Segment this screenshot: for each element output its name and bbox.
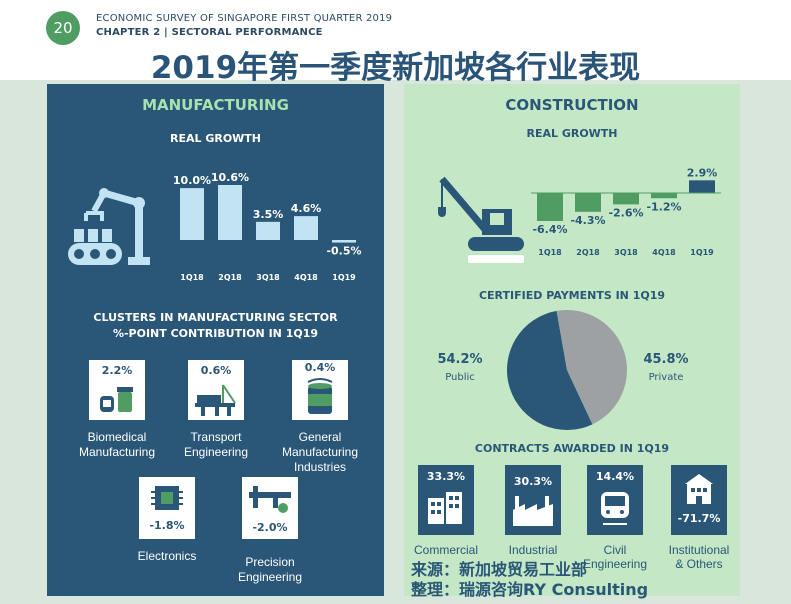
page-title: 2019年第一季度新加坡各行业表现 (150, 50, 641, 86)
category-label: 3Q18 (256, 273, 280, 282)
construction-growth-title: REAL GROWTH (526, 127, 618, 140)
train-icon (601, 492, 629, 525)
chip-icon (151, 486, 183, 510)
survey-title: ECONOMIC SURVEY OF SINGAPORE FIRST QUART… (96, 13, 393, 24)
page-number-badge: 20 (46, 11, 80, 45)
bar-value-label: -2.6% (608, 206, 643, 219)
contract-value: 14.4% (595, 470, 635, 483)
crane-icon (438, 176, 524, 263)
cluster-label: Precision (245, 555, 295, 569)
contract-value: -71.7% (677, 512, 721, 525)
bar-value-label: -1.2% (646, 200, 681, 213)
category-label: 2Q18 (218, 273, 242, 282)
bar-value-label: -0.5% (326, 245, 361, 258)
paint-can-icon (307, 378, 333, 414)
cluster-value: 0.6% (200, 364, 232, 377)
cluster-value: 0.4% (304, 361, 336, 374)
institution-building-icon (685, 474, 713, 504)
contract-label: Engineering (582, 557, 648, 571)
bar (294, 216, 318, 240)
robot-arm-icon (68, 188, 150, 265)
pie-slice (507, 310, 593, 430)
bar (218, 185, 242, 240)
pill-bottle-icon (100, 387, 133, 412)
bar (613, 193, 639, 205)
bar-value-label: -6.4% (532, 223, 567, 236)
category-label: 4Q18 (652, 248, 676, 257)
compiled-by-line: 整理：瑞源咨询RY Consulting (411, 580, 649, 599)
cluster-value: -2.0% (252, 521, 288, 534)
chapter-title: CHAPTER 2 | SECTORAL PERFORMANCE (96, 27, 323, 38)
manufacturing-growth-title: REAL GROWTH (169, 132, 262, 145)
cluster-label: Engineering (237, 570, 303, 584)
construction-growth-chart: -6.4% 1Q18 -4.3% 2Q18 -2.6% 3Q18 -1.2% 4Q18 2.9%… (531, 166, 721, 257)
contract-value: 33.3% (426, 470, 466, 483)
caliper-icon (249, 486, 291, 513)
pie-category-label: Private (648, 372, 684, 383)
bar (537, 193, 563, 221)
contract-label: Industrial (508, 543, 558, 557)
bar (180, 188, 204, 240)
bar (332, 240, 356, 243)
contracts-title: CONTRACTS AWARDED IN 1Q19 (474, 442, 670, 455)
cluster-value: -1.8% (149, 519, 185, 532)
cluster-label: Transport (190, 430, 242, 444)
bar (575, 193, 601, 212)
contract-value: 30.3% (513, 475, 553, 488)
category-label: 1Q19 (690, 248, 714, 257)
manufacturing-growth-chart: 10.0% 1Q18 10.6% 2Q18 3.5% 3Q18 4.6% 4Q18 -0.5% 1… (173, 171, 362, 282)
category-label: 3Q18 (614, 248, 638, 257)
category-label: 1Q18 (180, 273, 204, 282)
pie-category-label: Public (445, 372, 475, 383)
oil-rig-icon (195, 384, 236, 416)
bar (651, 193, 677, 199)
manufacturing-title: MANUFACTURING (142, 96, 289, 114)
pie-value-label: 54.2% (437, 352, 483, 367)
contract-label: Civil (603, 543, 627, 557)
cluster-label: General (298, 430, 342, 444)
payments-title: CERTIFIED PAYMENTS IN 1Q19 (478, 289, 666, 302)
bar-value-label: 10.6% (211, 171, 249, 184)
clusters-title-line2: %-POINT CONTRIBUTION IN 1Q19 (112, 327, 319, 340)
construction-title: CONSTRUCTION (505, 96, 639, 114)
contract-label: Institutional (668, 543, 730, 557)
bar (256, 221, 280, 240)
category-label: 4Q18 (294, 273, 318, 282)
category-label: 1Q19 (332, 273, 356, 282)
bar-value-label: 3.5% (253, 208, 284, 221)
bar-value-label: 2.9% (687, 166, 718, 179)
cluster-label: Manufacturing (281, 445, 359, 459)
manufacturing-panel (47, 84, 384, 596)
bar (689, 180, 715, 193)
cluster-value: 2.2% (101, 364, 133, 377)
cluster-label: Engineering (183, 445, 249, 459)
bar-value-label: 4.6% (291, 202, 322, 215)
contract-label: & Others (675, 557, 723, 571)
cluster-label: Industries (293, 460, 347, 474)
office-buildings-icon (428, 492, 462, 524)
clusters-title-line1: CLUSTERS IN MANUFACTURING SECTOR (93, 311, 338, 324)
source-line: 来源：新加坡贸易工业部 (411, 560, 588, 579)
cluster-label: Biomedical (87, 430, 147, 444)
cluster-card-precision (242, 477, 298, 539)
factory-icon (513, 496, 553, 526)
payments-pie-chart (507, 310, 627, 430)
bar-value-label: -4.3% (570, 214, 605, 227)
cluster-label: Manufacturing (78, 445, 156, 459)
pie-value-label: 45.8% (643, 352, 689, 367)
category-label: 1Q18 (538, 248, 562, 257)
cluster-label: Electronics (137, 549, 197, 563)
contract-label: Commercial (413, 543, 478, 557)
bar-value-label: 10.0% (173, 174, 211, 187)
category-label: 2Q18 (576, 248, 600, 257)
pie-slice (556, 310, 627, 425)
